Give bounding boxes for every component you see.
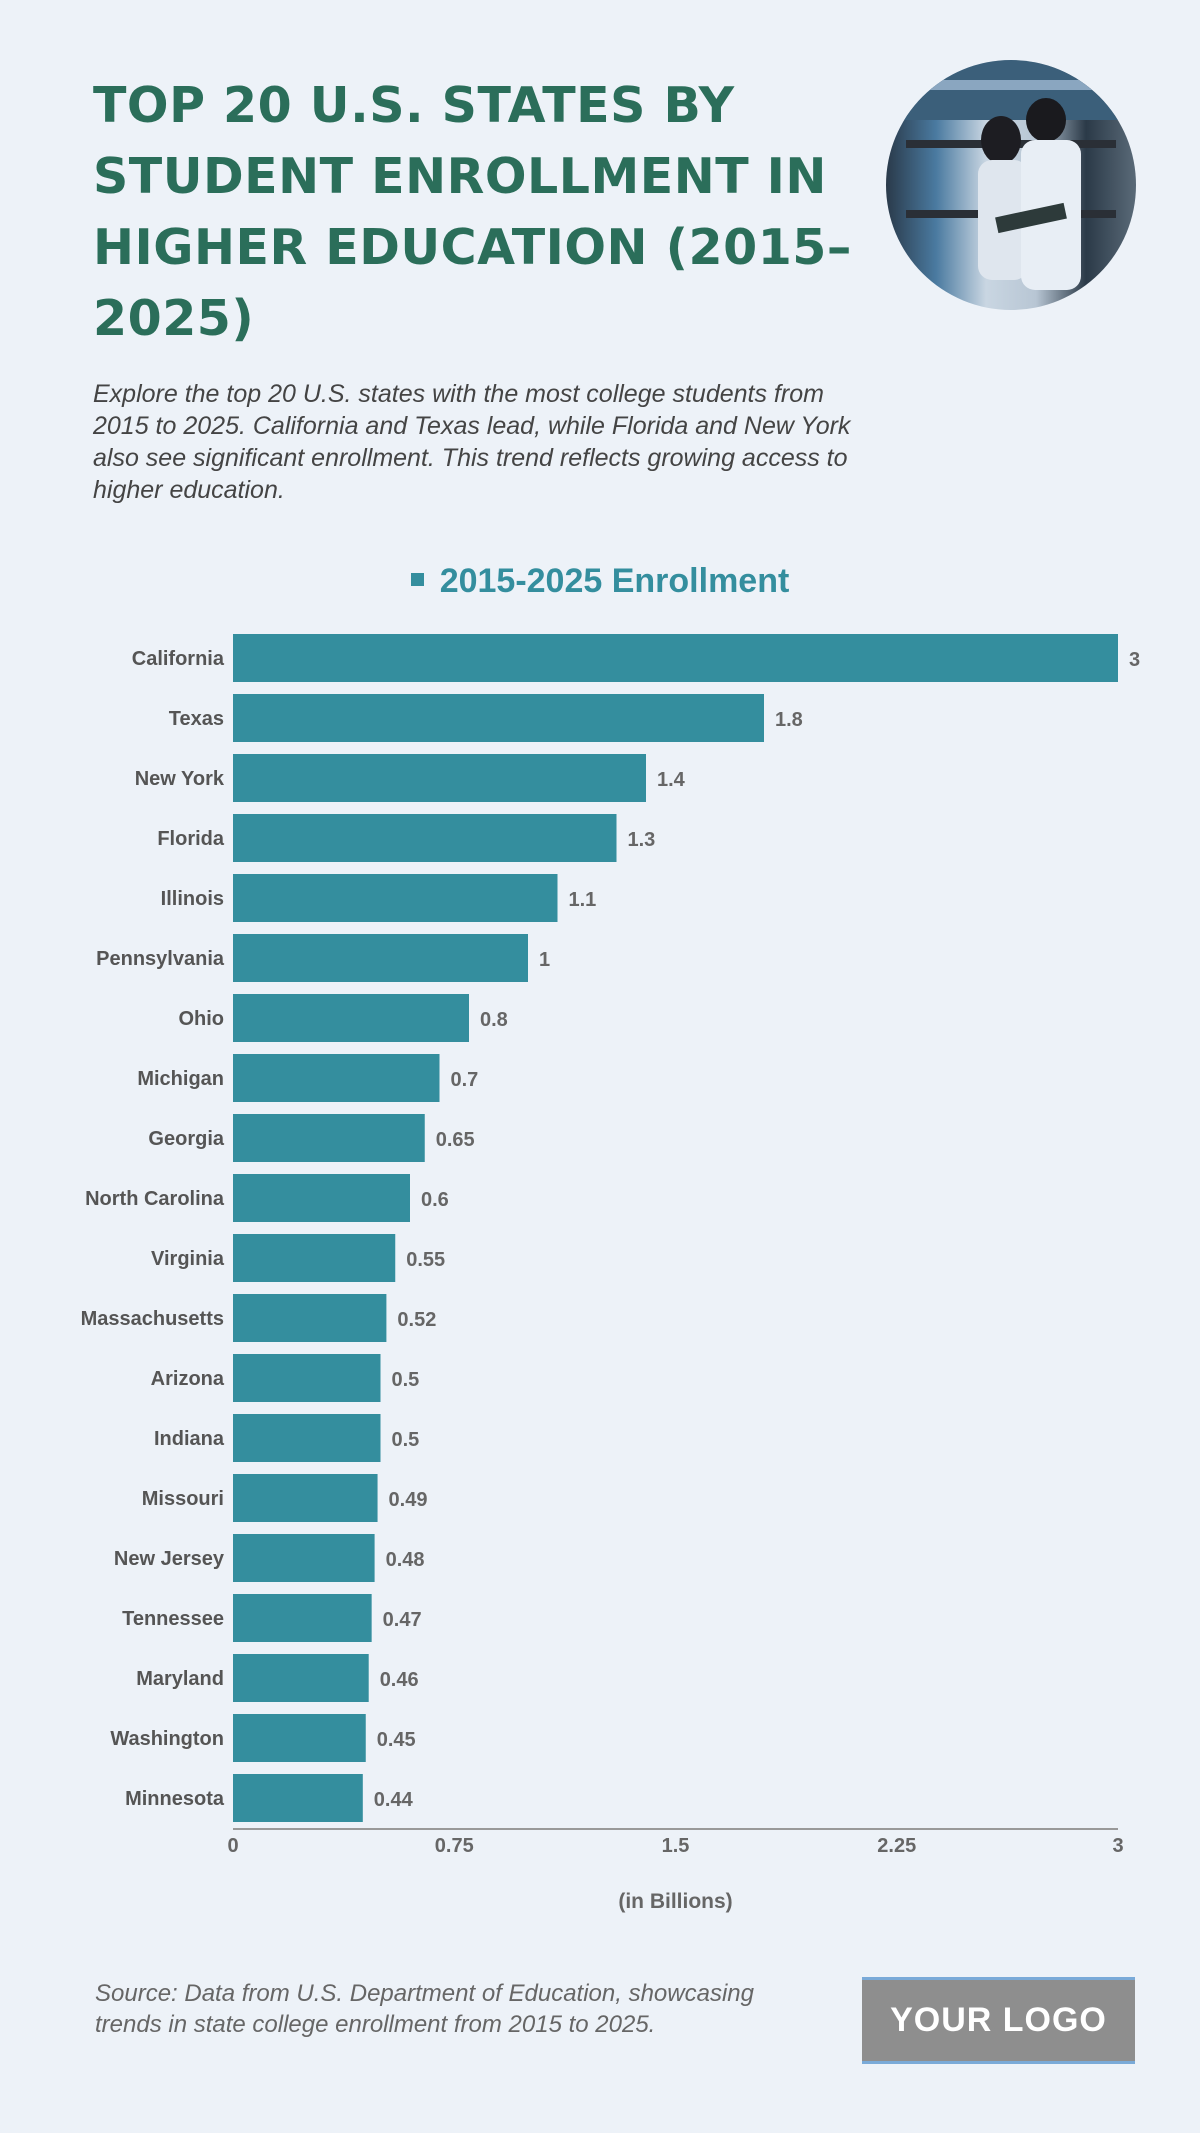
x-tick-label: 2.25 xyxy=(877,1835,916,1857)
data-label: 0.47 xyxy=(383,1609,422,1631)
category-label: Massachusetts xyxy=(81,1308,224,1330)
bar xyxy=(233,1234,396,1282)
bar xyxy=(233,1474,378,1522)
category-label: Washington xyxy=(110,1728,224,1750)
bar xyxy=(233,814,617,862)
data-label: 0.49 xyxy=(389,1489,428,1511)
bar xyxy=(233,1054,440,1102)
data-label: 0.5 xyxy=(392,1429,420,1451)
category-label: Minnesota xyxy=(125,1788,225,1810)
data-label: 1 xyxy=(539,949,550,971)
bar-chart: California 3 Texas 1.8 New York 1.4 Florida 1.3… xyxy=(81,634,1140,1913)
category-label: Georgia xyxy=(148,1128,224,1150)
data-label: 0.5 xyxy=(392,1369,420,1391)
bar xyxy=(233,1654,369,1702)
category-label: Tennessee xyxy=(122,1608,224,1630)
data-label: 0.7 xyxy=(451,1069,479,1091)
bar xyxy=(233,1354,381,1402)
bar xyxy=(233,1534,375,1582)
category-label: Arizona xyxy=(151,1368,225,1390)
data-label: 1.3 xyxy=(628,829,656,851)
bar xyxy=(233,1594,372,1642)
category-label: Maryland xyxy=(136,1668,224,1690)
bar xyxy=(233,1174,410,1222)
data-label: 1.1 xyxy=(569,889,597,911)
source-note: Source: Data from U.S. Department of Edu… xyxy=(95,1980,754,2038)
x-axis-label: (in Billions) xyxy=(618,1890,732,1913)
bar xyxy=(233,874,558,922)
category-label: Pennsylvania xyxy=(96,948,225,970)
data-label: 1.4 xyxy=(657,769,686,791)
x-tick-label: 1.5 xyxy=(662,1835,690,1857)
category-label: Virginia xyxy=(151,1248,225,1270)
category-label: Texas xyxy=(169,708,224,730)
category-label: New Jersey xyxy=(114,1548,225,1570)
data-label: 0.52 xyxy=(397,1309,436,1331)
data-label: 0.55 xyxy=(406,1249,445,1271)
category-label: Florida xyxy=(157,828,225,850)
data-label: 3 xyxy=(1129,649,1140,671)
x-tick-label: 0.75 xyxy=(435,1835,474,1857)
legend-swatch xyxy=(410,572,424,586)
bar xyxy=(233,1714,366,1762)
legend-label: 2015-2025 Enrollment xyxy=(439,562,790,600)
bar xyxy=(233,634,1118,682)
bar xyxy=(233,1414,381,1462)
category-label: Missouri xyxy=(142,1488,224,1510)
bar xyxy=(233,1774,363,1822)
category-label: North Carolina xyxy=(85,1188,225,1210)
bar xyxy=(233,754,646,802)
category-label: New York xyxy=(135,768,225,790)
page-title: TOP 20 U.S. STATES BY STUDENT ENROLLMENT… xyxy=(93,77,852,347)
data-label: 0.46 xyxy=(380,1669,419,1691)
data-label: 0.44 xyxy=(374,1789,414,1811)
data-label: 1.8 xyxy=(775,709,803,731)
category-label: Michigan xyxy=(137,1068,224,1090)
bar xyxy=(233,994,469,1042)
category-label: Indiana xyxy=(154,1428,225,1450)
data-label: 0.65 xyxy=(436,1129,475,1151)
data-label: 0.48 xyxy=(386,1549,425,1571)
description: Explore the top 20 U.S. states with the … xyxy=(93,380,851,504)
category-label: California xyxy=(132,648,225,670)
data-label: 0.45 xyxy=(377,1729,416,1751)
x-tick-label: 0 xyxy=(227,1835,238,1857)
data-label: 0.6 xyxy=(421,1189,449,1211)
bar xyxy=(233,1294,387,1342)
category-label: Illinois xyxy=(161,888,224,910)
bar xyxy=(233,694,764,742)
x-tick-label: 3 xyxy=(1112,1835,1123,1857)
chart-legend: 2015-2025 Enrollment xyxy=(0,562,1200,601)
logo-placeholder: YOUR LOGO xyxy=(862,1977,1135,2064)
bar xyxy=(233,934,528,982)
data-label: 0.8 xyxy=(480,1009,508,1031)
category-label: Ohio xyxy=(178,1008,224,1030)
bar xyxy=(233,1114,425,1162)
